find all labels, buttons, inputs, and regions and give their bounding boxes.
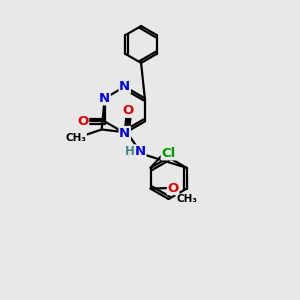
Text: N: N (99, 92, 110, 105)
Text: CH₃: CH₃ (65, 133, 86, 142)
Text: O: O (123, 104, 134, 117)
Text: N: N (119, 127, 130, 140)
Text: H: H (124, 145, 134, 158)
Text: O: O (167, 182, 179, 194)
Text: N: N (135, 145, 146, 158)
Text: O: O (77, 115, 88, 128)
Text: N: N (119, 80, 130, 93)
Text: Cl: Cl (161, 147, 176, 160)
Text: CH₃: CH₃ (176, 194, 197, 204)
